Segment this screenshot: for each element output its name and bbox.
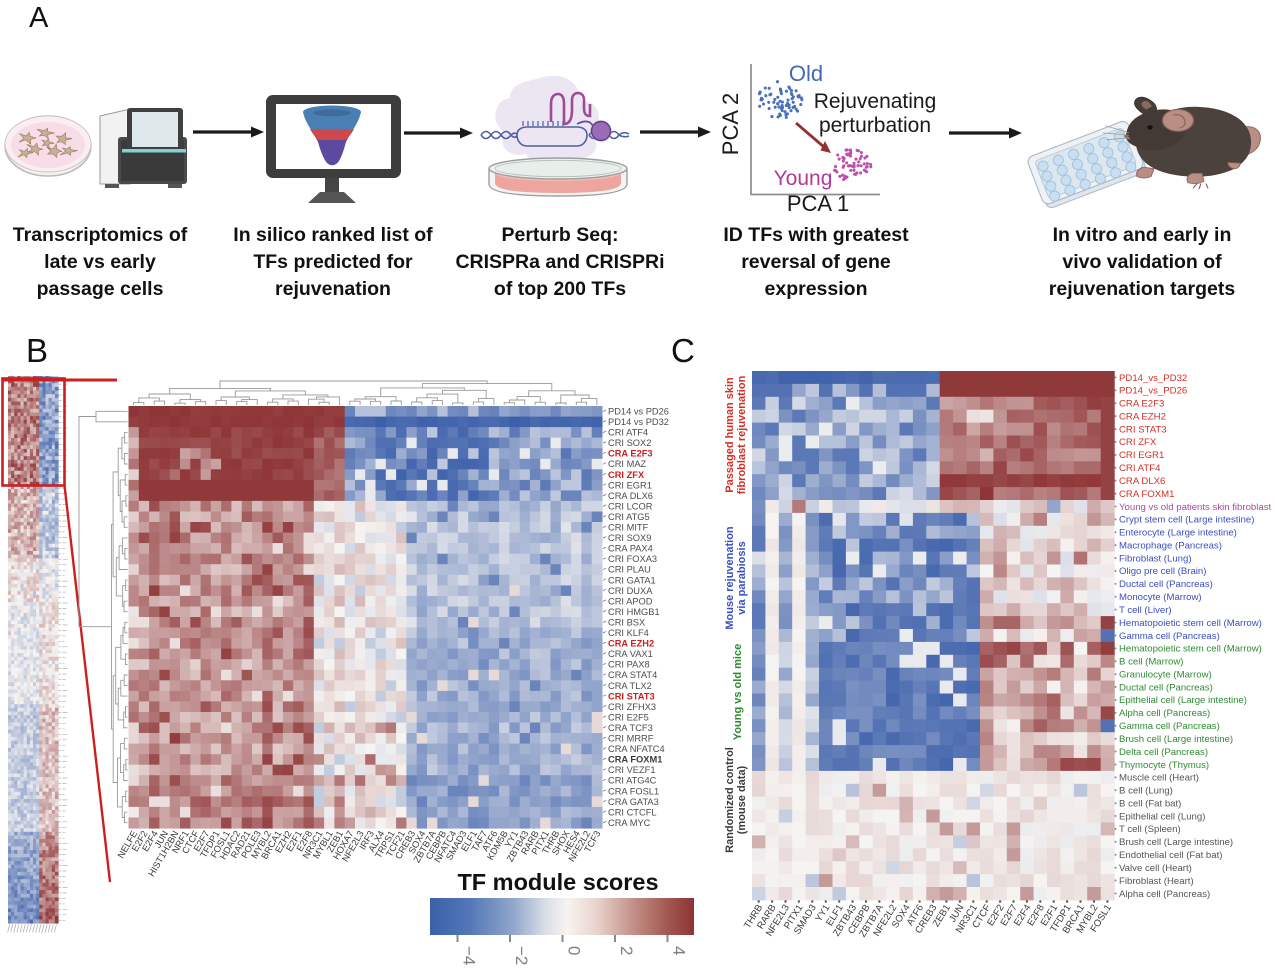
svg-text:C: C	[671, 332, 695, 369]
svg-text:In silico ranked list of: In silico ranked list of	[233, 224, 433, 246]
svg-text:ID TFs with greatest: ID TFs with greatest	[723, 224, 909, 246]
svg-text:CRI ATG4C: CRI ATG4C	[608, 776, 657, 786]
svg-text:−4: −4	[460, 946, 479, 965]
svg-text:In vitro and early in: In vitro and early in	[1053, 224, 1232, 246]
svg-text:CRA FOXM1: CRA FOXM1	[608, 755, 662, 765]
svg-text:CRI LCOR: CRI LCOR	[608, 501, 653, 511]
svg-text:CRA PAX4: CRA PAX4	[608, 544, 653, 554]
svg-text:0: 0	[565, 946, 584, 955]
svg-text:CRI APOD: CRI APOD	[608, 596, 653, 606]
svg-text:CRI DUXA: CRI DUXA	[608, 586, 653, 596]
svg-text:CRISPRa and CRISPRi: CRISPRa and CRISPRi	[455, 251, 664, 273]
svg-text:PD14 vs PD26: PD14 vs PD26	[608, 407, 669, 417]
svg-text:CRI ATG5: CRI ATG5	[608, 512, 650, 522]
svg-text:CRI EGR1: CRI EGR1	[608, 480, 652, 490]
svg-text:CRI HMGB1: CRI HMGB1	[608, 607, 660, 617]
svg-text:CRI PLAU: CRI PLAU	[608, 565, 651, 575]
svg-text:CRA EZH2: CRA EZH2	[608, 639, 654, 649]
svg-text:CRI BSX: CRI BSX	[608, 618, 645, 628]
svg-text:CRI MRRF: CRI MRRF	[608, 734, 654, 744]
svg-text:PCA 2: PCA 2	[718, 93, 743, 155]
svg-text:CRA MYC: CRA MYC	[608, 818, 651, 828]
svg-text:CRI VEZF1: CRI VEZF1	[608, 765, 656, 775]
svg-text:CRI FOXA3: CRI FOXA3	[608, 554, 657, 564]
svg-text:of top 200 TFs: of top 200 TFs	[494, 278, 626, 300]
svg-text:CRI GATA1: CRI GATA1	[608, 575, 656, 585]
svg-text:2: 2	[617, 946, 636, 955]
svg-text:vivo validation of: vivo validation of	[1062, 251, 1222, 273]
svg-text:CRI STAT3: CRI STAT3	[608, 691, 655, 701]
svg-text:CRA DLX6: CRA DLX6	[608, 491, 653, 501]
svg-text:CRI PAX8: CRI PAX8	[608, 660, 650, 670]
svg-text:A: A	[29, 2, 49, 34]
svg-text:CRA GATA3: CRA GATA3	[608, 797, 659, 807]
svg-text:CRI KLF4: CRI KLF4	[608, 628, 649, 638]
svg-text:late vs early: late vs early	[44, 251, 156, 273]
svg-text:CRI SOX9: CRI SOX9	[608, 533, 651, 543]
svg-text:CRA TCF3: CRA TCF3	[608, 723, 653, 733]
svg-text:Rejuvenating: Rejuvenating	[814, 90, 937, 113]
svg-text:CRA TLX2: CRA TLX2	[608, 681, 652, 691]
svg-text:−2: −2	[512, 946, 531, 965]
svg-text:CRA NFATC4: CRA NFATC4	[608, 744, 665, 754]
svg-text:reversal of gene: reversal of gene	[741, 251, 891, 273]
svg-text:Young: Young	[774, 167, 833, 190]
svg-text:CRI ATF4: CRI ATF4	[608, 428, 648, 438]
svg-text:CRA FOSL1: CRA FOSL1	[608, 786, 659, 796]
svg-text:CRA E2F3: CRA E2F3	[608, 449, 653, 459]
svg-text:CRA STAT4: CRA STAT4	[608, 670, 657, 680]
svg-text:TF module scores: TF module scores	[457, 869, 658, 895]
svg-text:CRI MITF: CRI MITF	[608, 523, 649, 533]
svg-text:Perturb Seq:: Perturb Seq:	[501, 224, 618, 246]
svg-text:CRI ZFHX3: CRI ZFHX3	[608, 702, 656, 712]
svg-text:expression: expression	[765, 278, 868, 300]
svg-text:Old: Old	[789, 61, 823, 86]
svg-text:Transcriptomics of: Transcriptomics of	[13, 224, 188, 246]
svg-text:passage cells: passage cells	[37, 278, 164, 300]
svg-text:CRI E2F5: CRI E2F5	[608, 712, 649, 722]
svg-text:perturbation: perturbation	[819, 114, 931, 137]
svg-text:rejuvenation: rejuvenation	[275, 278, 391, 300]
svg-text:CRA VAX1: CRA VAX1	[608, 649, 653, 659]
svg-text:TFs predicted for: TFs predicted for	[253, 251, 413, 273]
svg-text:4: 4	[670, 946, 689, 955]
svg-text:B: B	[26, 332, 48, 369]
svg-text:PCA 1: PCA 1	[787, 191, 849, 216]
svg-text:rejuvenation targets: rejuvenation targets	[1049, 278, 1236, 300]
svg-text:CRI CTCFL: CRI CTCFL	[608, 807, 657, 817]
svg-text:CRI SOX2: CRI SOX2	[608, 438, 651, 448]
svg-text:CRI ZFX: CRI ZFX	[608, 470, 645, 480]
svg-text:CRI MAZ: CRI MAZ	[608, 459, 647, 469]
svg-text:PD14 vs PD32: PD14 vs PD32	[608, 417, 669, 427]
